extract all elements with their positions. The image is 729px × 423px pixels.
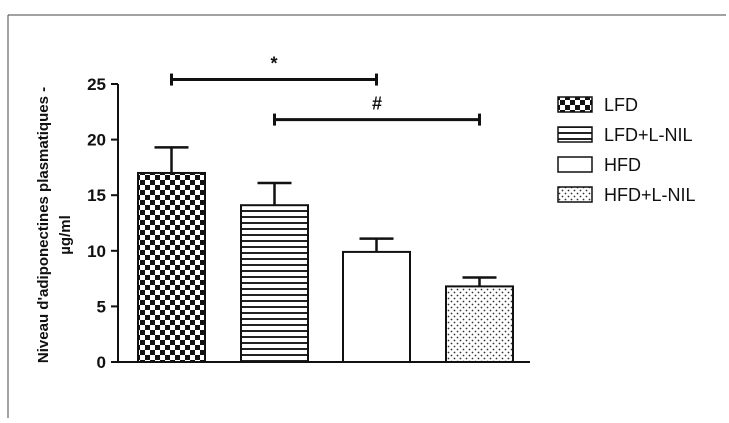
legend-swatch-4	[557, 186, 593, 203]
legend-swatch-2	[557, 126, 593, 143]
y-tick-label: 20	[87, 131, 106, 150]
bar-3	[342, 250, 411, 363]
legend-swatch-1	[557, 96, 593, 113]
legend-swatch-3	[557, 156, 593, 173]
legend-label-2: LFD+L-NIL	[604, 125, 693, 145]
plot-area: 0 5 10 15 20 25 * #	[87, 54, 530, 372]
bar-4	[445, 285, 514, 363]
y-tick-label: 0	[97, 353, 106, 372]
y-tick-label: 15	[87, 186, 106, 205]
legend: LFD LFD+L-NIL HFD HFD+L-NIL	[557, 95, 696, 205]
bar-2	[240, 204, 309, 363]
y-tick-label: 25	[87, 75, 106, 94]
y-axis-unit: µg/ml	[57, 215, 74, 254]
y-tick-label: 10	[87, 242, 106, 261]
bar-1	[137, 171, 206, 363]
legend-label-1: LFD	[604, 95, 638, 115]
y-tick-label: 5	[97, 297, 106, 316]
legend-label-3: HFD	[604, 155, 641, 175]
y-axis-title: Niveau d'adiponectines plasmatiques -	[35, 87, 52, 363]
significance-label-2: #	[372, 94, 382, 114]
significance-label-1: *	[270, 54, 277, 74]
legend-label-4: HFD+L-NIL	[604, 185, 696, 205]
